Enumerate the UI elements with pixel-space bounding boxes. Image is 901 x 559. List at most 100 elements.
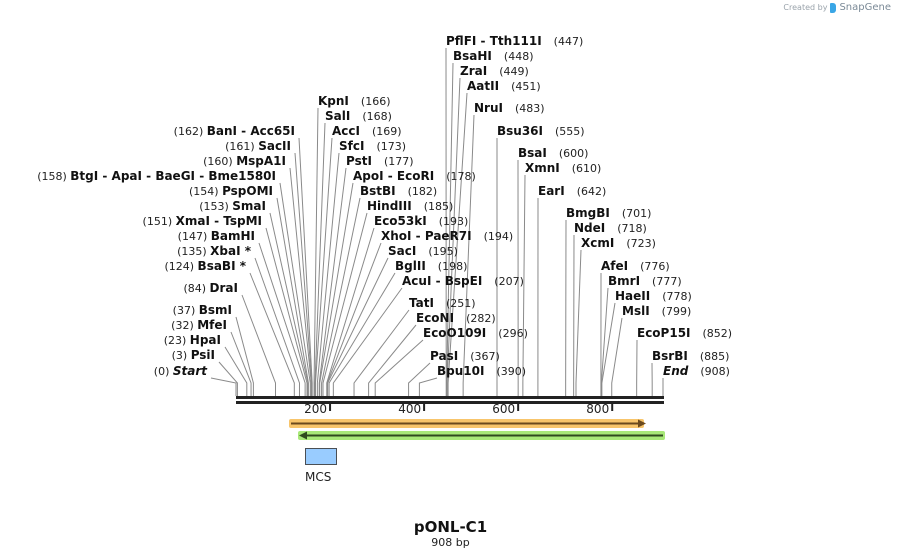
site-label[interactable]: (154) PspOMI xyxy=(189,184,273,198)
enzyme-name[interactable]: (37) BsmI xyxy=(173,303,232,317)
enzyme-name[interactable]: (162) BanI - Acc65I xyxy=(174,124,295,138)
enzyme-name[interactable]: (161) SacII xyxy=(225,139,291,153)
site-label[interactable]: NdeI (718) xyxy=(574,221,647,235)
site-label[interactable]: (153) SmaI xyxy=(199,199,266,213)
enzyme-name[interactable]: (154) PspOMI xyxy=(189,184,273,198)
site-label[interactable]: (151) XmaI - TspMI xyxy=(143,214,262,228)
site-label[interactable]: AccI (169) xyxy=(332,124,402,138)
site-label[interactable]: (158) BtgI - ApaI - BaeGI - Bme1580I xyxy=(37,169,276,183)
enzyme-name[interactable]: PasI (367) xyxy=(430,349,500,363)
mcs-feature[interactable] xyxy=(305,448,337,465)
enzyme-name[interactable]: EcoNI (282) xyxy=(416,311,496,325)
site-label[interactable]: XhoI - PaeR7I (194) xyxy=(381,229,513,243)
site-label[interactable]: (3) PsiI xyxy=(172,348,215,362)
site-label[interactable]: ZraI (449) xyxy=(460,64,529,78)
site-label[interactable]: (37) BsmI xyxy=(173,303,232,317)
site-label[interactable]: (23) HpaI xyxy=(164,333,221,347)
enzyme-name[interactable]: (160) MspA1I xyxy=(203,154,286,168)
site-label[interactable]: Eco53kI (193) xyxy=(374,214,468,228)
enzyme-name[interactable]: (0) Start xyxy=(154,364,208,378)
enzyme-name[interactable]: SfcI (173) xyxy=(339,139,406,153)
enzyme-name[interactable]: BsaI (600) xyxy=(518,146,588,160)
enzyme-name[interactable]: (147) BamHI xyxy=(178,229,255,243)
enzyme-name[interactable]: PstI (177) xyxy=(346,154,414,168)
site-label[interactable]: (160) MspA1I xyxy=(203,154,286,168)
enzyme-name[interactable]: ZraI (449) xyxy=(460,64,529,78)
site-label[interactable]: PflFI - Tth111I (447) xyxy=(446,34,583,48)
site-label[interactable]: (135) XbaI * xyxy=(177,244,252,258)
enzyme-name[interactable]: Bpu10I (390) xyxy=(437,364,526,378)
site-label[interactable]: BsrBI (885) xyxy=(652,349,729,363)
site-label[interactable]: AfeI (776) xyxy=(601,259,670,273)
enzyme-name[interactable]: Bsu36I (555) xyxy=(497,124,585,138)
enzyme-name[interactable]: (84) DraI xyxy=(183,281,238,295)
enzyme-name[interactable]: (153) SmaI xyxy=(199,199,266,213)
site-label[interactable]: BmrI (777) xyxy=(608,274,682,288)
site-label[interactable]: BsaHI (448) xyxy=(453,49,534,63)
enzyme-name[interactable]: TatI (251) xyxy=(409,296,476,310)
enzyme-name[interactable]: AccI (169) xyxy=(332,124,402,138)
enzyme-name[interactable]: (135) XbaI * xyxy=(177,244,252,258)
site-label[interactable]: BsaI (600) xyxy=(518,146,588,160)
enzyme-name[interactable]: AfeI (776) xyxy=(601,259,670,273)
site-label[interactable]: BstBI (182) xyxy=(360,184,437,198)
site-label[interactable]: SacI (195) xyxy=(388,244,458,258)
site-label[interactable]: PasI (367) xyxy=(430,349,500,363)
site-label[interactable]: (0) Start xyxy=(154,364,208,378)
site-label[interactable]: XcmI (723) xyxy=(581,236,656,250)
site-label[interactable]: AatII (451) xyxy=(467,79,541,93)
site-label[interactable]: Bsu36I (555) xyxy=(497,124,585,138)
features[interactable] xyxy=(289,419,665,465)
enzyme-name[interactable]: NruI (483) xyxy=(474,101,545,115)
site-label[interactable]: MslI (799) xyxy=(622,304,691,318)
enzyme-name[interactable]: BstBI (182) xyxy=(360,184,437,198)
enzyme-name[interactable]: BsrBI (885) xyxy=(652,349,729,363)
enzyme-name[interactable]: HindIII (185) xyxy=(367,199,453,213)
enzyme-name[interactable]: (151) XmaI - TspMI xyxy=(143,214,262,228)
enzyme-name[interactable]: (32) MfeI xyxy=(171,318,227,332)
enzyme-name[interactable]: EarI (642) xyxy=(538,184,606,198)
enzyme-name[interactable]: NdeI (718) xyxy=(574,221,647,235)
site-label[interactable]: PstI (177) xyxy=(346,154,414,168)
site-label[interactable]: EarI (642) xyxy=(538,184,606,198)
enzyme-name[interactable]: Eco53kI (193) xyxy=(374,214,468,228)
enzyme-name[interactable]: EcoO109I (296) xyxy=(423,326,528,340)
enzyme-name[interactable]: MslI (799) xyxy=(622,304,691,318)
enzyme-name[interactable]: EcoP15I (852) xyxy=(637,326,732,340)
site-label[interactable]: ApoI - EcoRI (178) xyxy=(353,169,476,183)
site-label[interactable]: XmnI (610) xyxy=(525,161,601,175)
enzyme-name[interactable]: PflFI - Tth111I (447) xyxy=(446,34,583,48)
site-label[interactable]: (161) SacII xyxy=(225,139,291,153)
enzyme-name[interactable]: HaeII (778) xyxy=(615,289,692,303)
site-label[interactable]: AcuI - BspEI (207) xyxy=(402,274,524,288)
site-label[interactable]: KpnI (166) xyxy=(318,94,391,108)
site-label[interactable]: EcoNI (282) xyxy=(416,311,496,325)
enzyme-name[interactable]: SalI (168) xyxy=(325,109,392,123)
site-label[interactable]: (124) BsaBI * xyxy=(164,259,246,273)
enzyme-name[interactable]: AcuI - BspEI (207) xyxy=(402,274,524,288)
site-label[interactable]: (147) BamHI xyxy=(178,229,255,243)
enzyme-name[interactable]: (3) PsiI xyxy=(172,348,215,362)
enzyme-name[interactable]: ApoI - EcoRI (178) xyxy=(353,169,476,183)
enzyme-name[interactable]: (124) BsaBI * xyxy=(164,259,246,273)
site-label[interactable]: End (908) xyxy=(663,364,730,378)
site-label[interactable]: (32) MfeI xyxy=(171,318,227,332)
enzyme-name[interactable]: BmrI (777) xyxy=(608,274,682,288)
site-label[interactable]: NruI (483) xyxy=(474,101,545,115)
enzyme-name[interactable]: KpnI (166) xyxy=(318,94,391,108)
enzyme-name[interactable]: (158) BtgI - ApaI - BaeGI - Bme1580I xyxy=(37,169,276,183)
enzyme-name[interactable]: BglII (198) xyxy=(395,259,467,273)
site-label[interactable]: (84) DraI xyxy=(183,281,238,295)
site-label[interactable]: TatI (251) xyxy=(409,296,476,310)
enzyme-name[interactable]: XcmI (723) xyxy=(581,236,656,250)
site-label[interactable]: BglII (198) xyxy=(395,259,467,273)
site-label[interactable]: SalI (168) xyxy=(325,109,392,123)
enzyme-name[interactable]: BsaHI (448) xyxy=(453,49,534,63)
enzyme-name[interactable]: AatII (451) xyxy=(467,79,541,93)
site-label[interactable]: HaeII (778) xyxy=(615,289,692,303)
site-label[interactable]: (162) BanI - Acc65I xyxy=(174,124,295,138)
enzyme-name[interactable]: SacI (195) xyxy=(388,244,458,258)
site-label[interactable]: HindIII (185) xyxy=(367,199,453,213)
site-label[interactable]: SfcI (173) xyxy=(339,139,406,153)
site-label[interactable]: BmgBI (701) xyxy=(566,206,651,220)
